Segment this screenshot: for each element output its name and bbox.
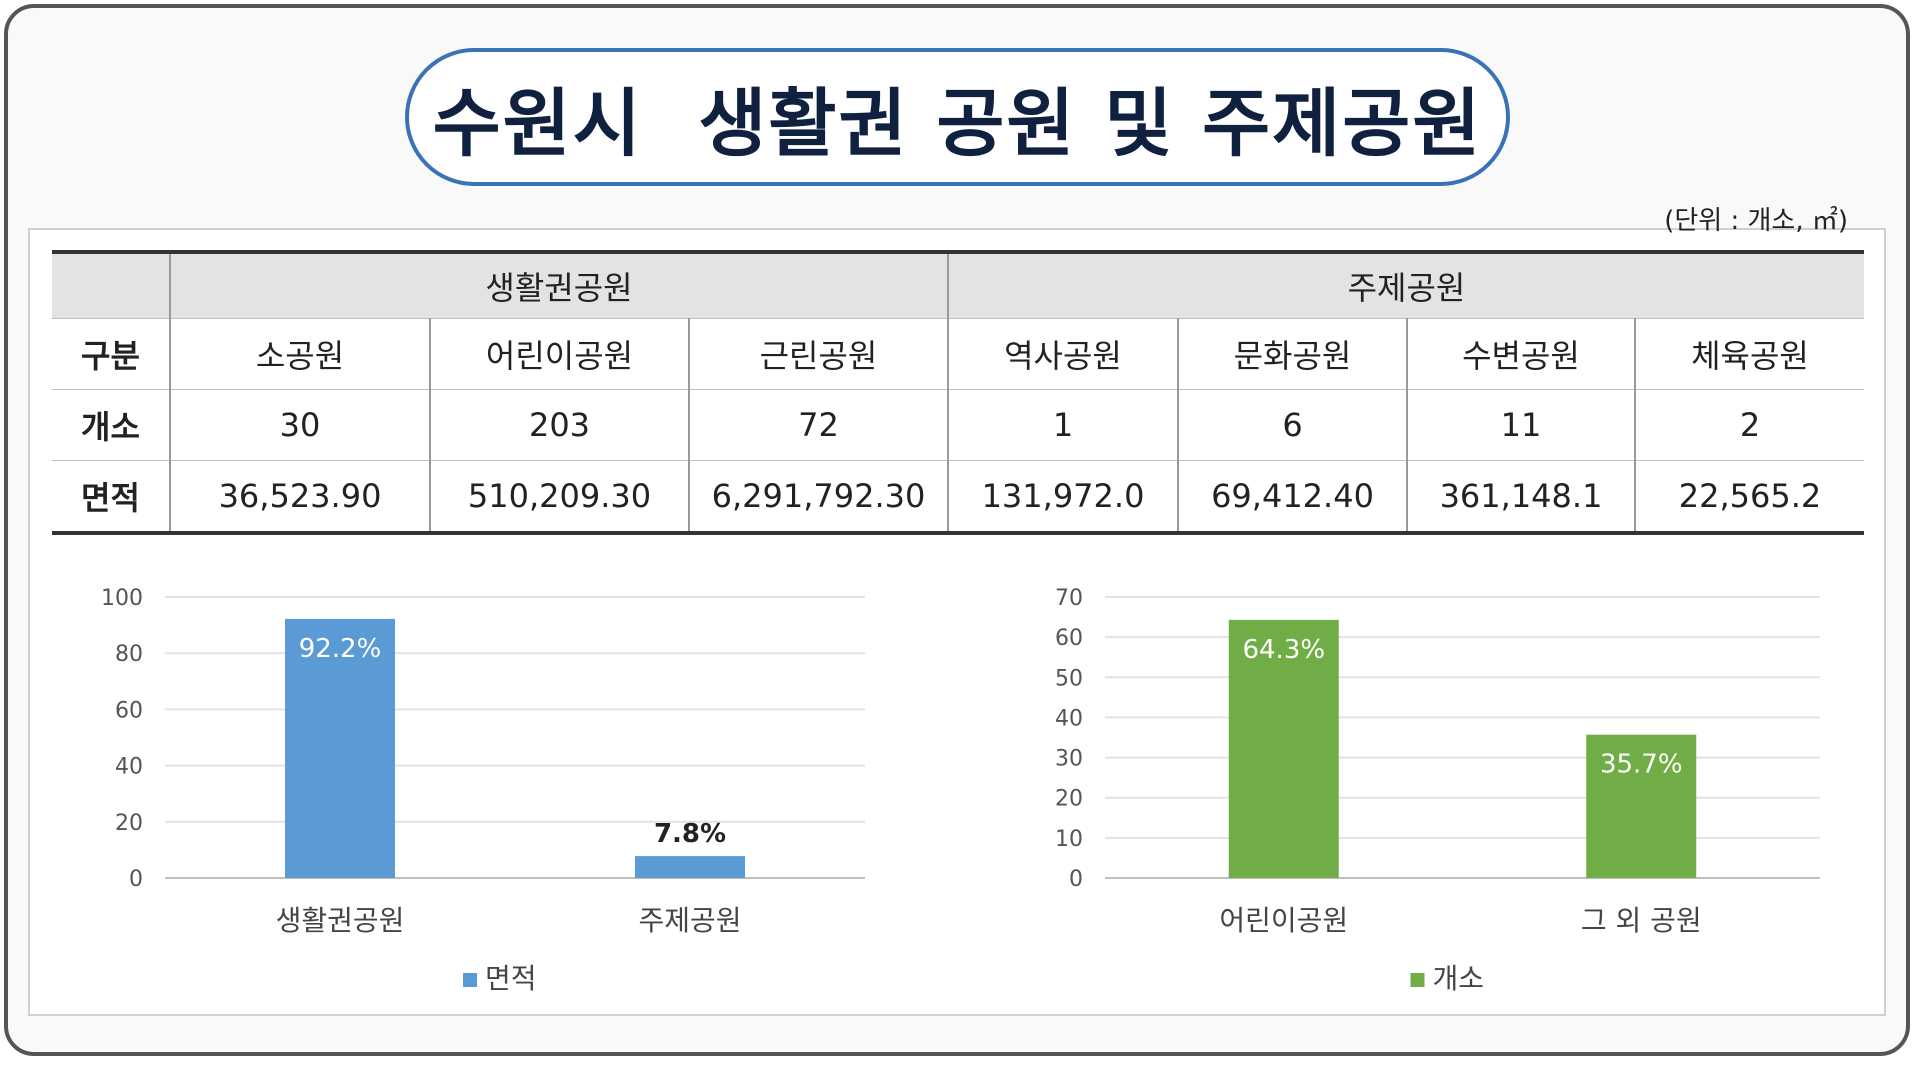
row-header-label: 구분 [52,318,170,390]
group-header-row: 생활권공원 주제공원 [52,250,1864,319]
row-label: 면적 [52,460,170,535]
y-tick-label: 20 [1055,787,1083,812]
row-label: 개소 [52,389,170,461]
column-header: 소공원 [169,318,430,390]
legend-label: 개소 [1433,962,1485,995]
table-cell: 36,523.90 [169,460,430,535]
category-label: 어린이공원 [1219,904,1348,937]
column-header: 수변공원 [1406,318,1635,390]
group-header-theme: 주제공원 [947,250,1864,319]
data-label: 35.7% [1600,750,1683,780]
y-tick-label: 50 [1055,666,1083,691]
table-cell: 361,148.1 [1406,460,1635,535]
table-cell: 72 [688,389,948,461]
y-tick-label: 10 [1055,827,1083,852]
bar [635,856,745,878]
y-tick-label: 0 [129,867,143,892]
legend-swatch [463,973,477,987]
table-cell: 6 [1177,389,1407,461]
bar [285,618,395,878]
data-label: 64.3% [1242,635,1325,665]
data-label: 92.2% [299,634,382,664]
bar [1228,619,1339,878]
table-cell: 2 [1634,389,1864,461]
category-label: 생활권공원 [276,904,405,937]
column-header: 어린이공원 [429,318,689,390]
bar [1586,734,1697,878]
category-label: 주제공원 [638,904,741,937]
table-row: 면적 36,523.90 510,209.30 6,291,792.30 131… [52,460,1864,535]
table-cell: 69,412.40 [1177,460,1407,535]
y-tick-label: 80 [115,642,143,667]
unit-note: (단위 : 개소, ㎡) [1664,206,1848,236]
table-cell: 131,972.0 [947,460,1178,535]
title-banner: 수원시 생활권 공원 및 주제공원 [405,48,1510,186]
group-header-blank [52,250,170,319]
y-tick-label: 60 [1055,626,1083,651]
table-cell: 6,291,792.30 [688,460,948,535]
legend-label: 면적 [485,962,537,995]
table-cell: 30 [169,389,430,461]
data-label: 7.8% [654,819,726,849]
parks-table: 생활권공원 주제공원 구분 소공원 어린이공원 근린공원 역사공원 문화공원 수… [52,250,1864,535]
table-cell: 1 [947,389,1178,461]
column-header: 근린공원 [688,318,948,390]
group-header-living: 생활권공원 [169,250,948,319]
y-tick-label: 40 [115,755,143,780]
column-header-row: 구분 소공원 어린이공원 근린공원 역사공원 문화공원 수변공원 체육공원 [52,318,1864,390]
table-row: 개소 30 203 72 1 6 11 2 [52,389,1864,461]
y-tick-label: 70 [1055,586,1083,611]
table-cell: 510,209.30 [429,460,689,535]
table-cell: 203 [429,389,689,461]
y-tick-label: 30 [1055,747,1083,772]
column-header: 역사공원 [947,318,1178,390]
page-title: 수원시 생활권 공원 및 주제공원 [432,80,1483,167]
table-cell: 11 [1406,389,1635,461]
column-header: 체육공원 [1634,318,1864,390]
category-label: 그 외 공원 [1581,904,1702,937]
y-tick-label: 60 [115,698,143,723]
legend-swatch [1410,973,1425,987]
y-tick-label: 0 [1069,867,1083,892]
y-tick-label: 100 [101,586,143,611]
column-header: 문화공원 [1177,318,1407,390]
y-tick-label: 20 [115,811,143,836]
table-cell: 22,565.2 [1634,460,1864,535]
y-tick-label: 40 [1055,706,1083,731]
